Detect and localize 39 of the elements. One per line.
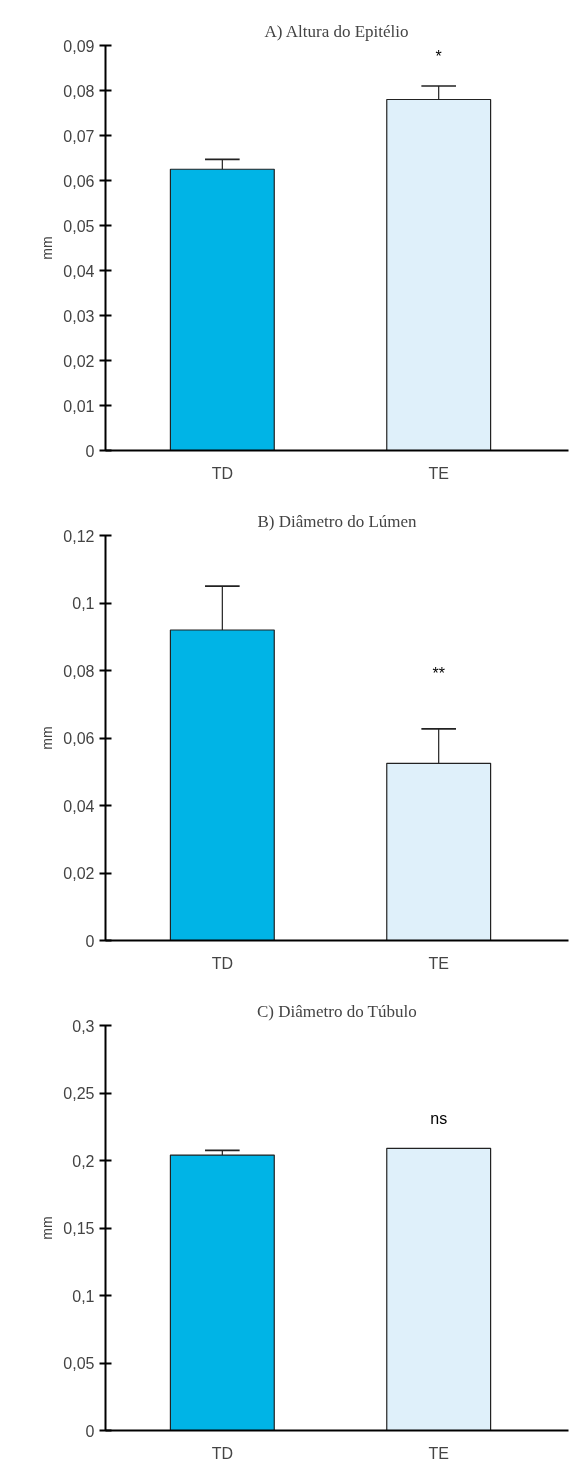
y-tick-label: 0,25 bbox=[63, 1085, 95, 1102]
chart-title: C) Diâmetro do Túbulo bbox=[256, 1001, 417, 1021]
y-tick-label: 0 bbox=[85, 1422, 95, 1440]
annotation: ns bbox=[430, 1109, 448, 1127]
y-tick-label: 0,08 bbox=[63, 662, 95, 680]
x-tick-label: TD bbox=[211, 954, 233, 972]
y-axis-title: mm bbox=[39, 236, 56, 260]
y-tick-label: 0,04 bbox=[63, 797, 95, 815]
y-tick-label: 0,15 bbox=[63, 1220, 95, 1237]
y-tick-label: 0,1 bbox=[72, 595, 95, 612]
x-tick-label: TD bbox=[211, 1444, 233, 1462]
y-axis-title: mm bbox=[39, 726, 56, 750]
chart-title: B) Diâmetro do Lúmen bbox=[257, 511, 418, 531]
y-tick-label: 0,06 bbox=[63, 730, 95, 747]
y-tick-label: 0,05 bbox=[63, 1355, 95, 1372]
y-tick-label: 0,01 bbox=[63, 397, 95, 415]
x-tick-label: TE bbox=[428, 464, 449, 482]
y-tick-label: 0,08 bbox=[63, 82, 95, 100]
y-tick-label: 0,2 bbox=[72, 1152, 95, 1170]
y-axis-title: mm bbox=[39, 1216, 56, 1240]
annotation: ** bbox=[432, 665, 445, 683]
y-tick-label: 0,04 bbox=[63, 262, 95, 280]
y-tick-label: 0,1 bbox=[72, 1287, 95, 1305]
y-tick-label: 0,07 bbox=[63, 127, 95, 145]
y-tick-label: 0,02 bbox=[63, 865, 95, 882]
y-tick-label: 0,12 bbox=[63, 527, 95, 545]
annotation: * bbox=[435, 47, 442, 65]
y-tick-label: 0 bbox=[85, 442, 95, 460]
y-tick-label: 0,3 bbox=[72, 1017, 95, 1035]
y-tick-label: 0,06 bbox=[63, 172, 95, 190]
y-tick-label: 0,05 bbox=[63, 217, 95, 235]
y-tick-label: 0 bbox=[85, 932, 95, 950]
chart-title: A) Altura do Epitélio bbox=[264, 21, 409, 41]
y-tick-label: 0,02 bbox=[63, 352, 95, 370]
y-tick-label: 0,09 bbox=[63, 37, 95, 55]
y-tick-label: 0,03 bbox=[63, 307, 95, 325]
x-tick-label: TE bbox=[428, 1444, 449, 1462]
x-tick-label: TE bbox=[428, 954, 449, 972]
x-tick-label: TD bbox=[211, 464, 233, 482]
